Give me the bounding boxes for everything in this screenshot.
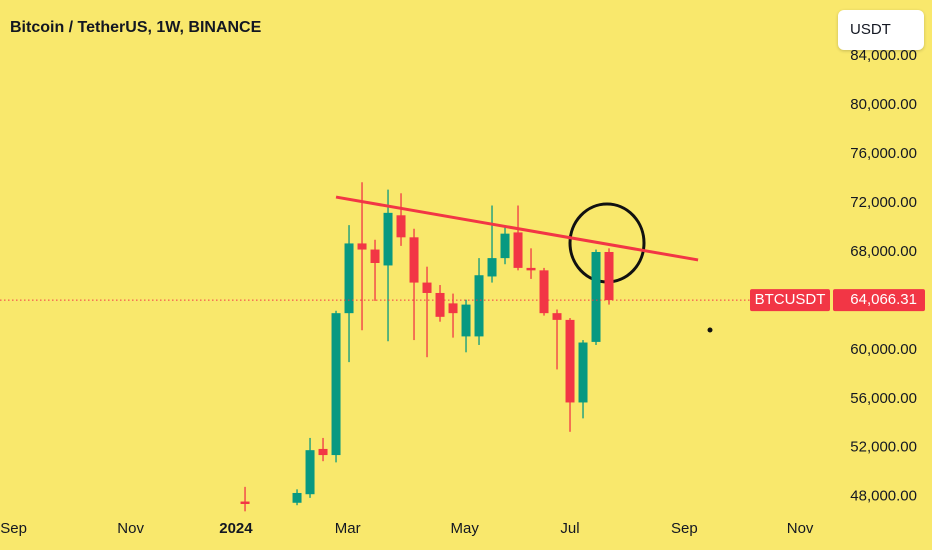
candle-body (292, 492, 302, 503)
dot-drawing (707, 327, 713, 333)
candle-body (565, 319, 575, 403)
candle-body (448, 303, 458, 314)
candle-body (409, 237, 419, 283)
x-tick-label: Nov (117, 520, 144, 537)
currency-button[interactable]: USDT (838, 10, 924, 50)
candle-body (604, 251, 614, 301)
trendline (335, 195, 699, 262)
y-tick-label: 68,000.00 (850, 243, 917, 260)
price-label-bg (833, 289, 925, 312)
y-tick-label: 80,000.00 (850, 96, 917, 113)
candle-body (539, 270, 549, 314)
candle-body (318, 448, 328, 456)
x-tick-label: 2024 (219, 520, 253, 537)
candle-body (526, 267, 536, 271)
candle-body (240, 501, 250, 504)
y-tick-label: 48,000.00 (850, 488, 917, 505)
candle-body (331, 313, 341, 456)
y-tick-label: 84,000.00 (850, 47, 917, 64)
x-tick-label: Sep (671, 520, 698, 537)
candle-body (396, 215, 406, 238)
candle-body (487, 258, 497, 277)
candle-body (422, 282, 432, 293)
x-tick-label: Sep (0, 520, 27, 537)
candle-body (500, 233, 510, 259)
candle-body (461, 304, 471, 337)
candle-body (305, 450, 315, 495)
candle-body (578, 342, 588, 403)
x-tick-label: Mar (335, 520, 361, 537)
symbol-label-bg (750, 289, 830, 312)
x-tick-label: May (451, 520, 480, 537)
x-tick-label: Nov (787, 520, 814, 537)
candle-body (474, 275, 484, 337)
price-label: 64,066.31 (850, 291, 917, 308)
x-tick-label: Jul (560, 520, 579, 537)
symbol-label: BTCUSDT (755, 291, 826, 308)
candle-body (435, 292, 445, 317)
candle-body (552, 313, 562, 320)
y-tick-label: 56,000.00 (850, 390, 917, 407)
chart-title: Bitcoin / TetherUS, 1W, BINANCE (10, 19, 262, 36)
y-tick-label: 60,000.00 (850, 341, 917, 358)
candle-body (344, 243, 354, 314)
candle-body (357, 243, 367, 250)
candle-body (383, 212, 393, 266)
candle-body (370, 249, 380, 264)
y-tick-label: 52,000.00 (850, 439, 917, 456)
candle-body (591, 251, 601, 342)
y-tick-label: 76,000.00 (850, 145, 917, 162)
y-tick-label: 72,000.00 (850, 194, 917, 211)
candle-body (513, 232, 523, 268)
